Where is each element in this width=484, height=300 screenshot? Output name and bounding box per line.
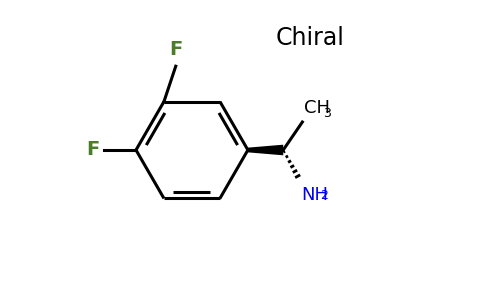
Text: NH: NH bbox=[301, 186, 328, 204]
Text: F: F bbox=[169, 40, 182, 59]
Text: CH: CH bbox=[304, 99, 330, 117]
Polygon shape bbox=[248, 145, 283, 155]
Text: F: F bbox=[86, 140, 99, 160]
Text: Chiral: Chiral bbox=[275, 26, 344, 50]
Text: 3: 3 bbox=[324, 107, 332, 120]
Text: 2: 2 bbox=[320, 189, 329, 202]
